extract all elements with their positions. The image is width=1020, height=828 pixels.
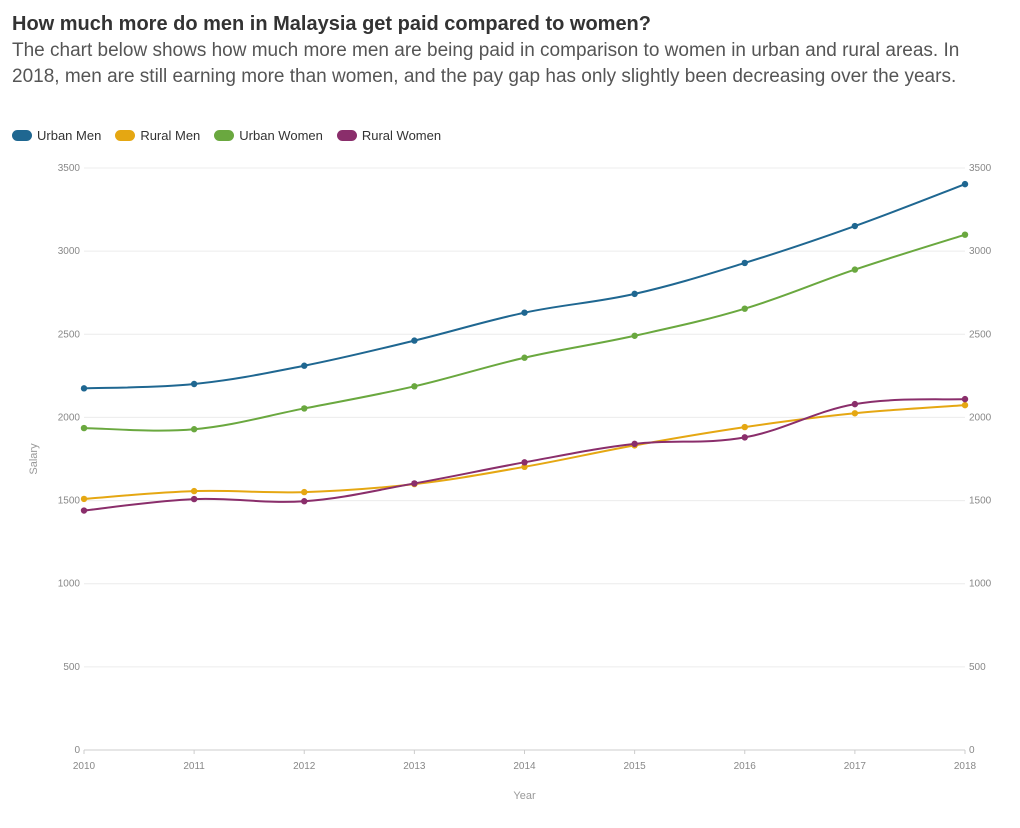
data-point-rural-men xyxy=(741,423,748,431)
data-point-urban-women xyxy=(411,383,418,390)
x-tick-label: 2015 xyxy=(624,761,647,772)
y-tick-label-left: 500 xyxy=(63,662,80,673)
chart-subtitle: The chart below shows how much more men … xyxy=(12,40,960,87)
data-point-urban-women xyxy=(631,332,638,339)
x-tick-label: 2013 xyxy=(403,761,426,772)
data-point-urban-women xyxy=(80,424,88,432)
data-point-rural-women xyxy=(521,459,528,466)
data-point-urban-women xyxy=(301,405,308,412)
data-point-rural-men xyxy=(190,487,198,495)
data-point-urban-women xyxy=(851,266,859,273)
data-point-rural-women xyxy=(631,440,638,448)
data-point-urban-men xyxy=(631,290,638,298)
legend-swatch xyxy=(115,130,136,141)
legend-label: Rural Women xyxy=(361,128,442,143)
y-tick-label-right: 2500 xyxy=(969,329,992,340)
legend-swatch xyxy=(12,130,32,141)
series-line-urban-women xyxy=(83,233,966,432)
y-axis-label: Salary xyxy=(28,443,40,475)
data-point-urban-men xyxy=(190,380,198,388)
x-tick-label: 2018 xyxy=(954,761,977,772)
data-point-urban-men xyxy=(411,337,418,344)
data-point-urban-women xyxy=(190,426,198,433)
x-tick-label: 2012 xyxy=(293,761,316,772)
x-tick-label: 2014 xyxy=(513,761,536,772)
chart-header: How much more do men in Malaysia get pai… xyxy=(12,12,1012,90)
y-tick-label-left: 3500 xyxy=(58,163,81,174)
legend-label: Urban Men xyxy=(37,128,102,143)
legend-item-rural-men[interactable]: Rural Men xyxy=(115,128,200,143)
y-tick-label-right: 0 xyxy=(969,745,975,756)
y-tick-label-right: 3500 xyxy=(969,163,992,174)
y-tick-label-right: 500 xyxy=(969,662,986,673)
legend-swatch xyxy=(336,130,357,141)
data-point-rural-women xyxy=(190,495,198,503)
x-tick-label: 2011 xyxy=(183,761,205,772)
y-tick-label-left: 2000 xyxy=(58,412,81,423)
y-tick-label-left: 2500 xyxy=(58,329,81,340)
legend-swatch xyxy=(214,130,235,141)
x-tick-label: 2010 xyxy=(73,761,96,772)
data-point-rural-women xyxy=(301,498,308,505)
data-point-urban-men xyxy=(741,259,748,267)
legend-label: Urban Women xyxy=(239,128,323,143)
data-point-urban-men xyxy=(301,362,308,369)
y-tick-label-right: 2000 xyxy=(969,412,992,423)
data-point-rural-men xyxy=(301,488,308,496)
y-tick-label-right: 3000 xyxy=(969,246,992,257)
legend-item-urban-women[interactable]: Urban Women xyxy=(214,128,323,143)
legend-item-rural-women[interactable]: Rural Women xyxy=(336,128,442,143)
data-point-rural-men xyxy=(961,401,969,409)
data-point-urban-women xyxy=(961,231,969,238)
data-point-urban-men xyxy=(851,222,859,230)
series-line-rural-men xyxy=(83,404,966,500)
x-axis-label: Year xyxy=(513,790,536,802)
data-point-urban-women xyxy=(521,354,528,361)
data-point-rural-women xyxy=(851,400,859,408)
chart-title: How much more do men in Malaysia get pai… xyxy=(12,13,651,35)
data-point-rural-men xyxy=(851,410,859,417)
y-tick-label-left: 1000 xyxy=(58,579,81,590)
data-point-rural-women xyxy=(80,507,88,514)
data-point-rural-women xyxy=(411,480,418,487)
data-point-rural-women xyxy=(961,395,969,403)
y-tick-label-right: 1500 xyxy=(969,496,992,507)
data-point-rural-men xyxy=(80,495,88,503)
y-tick-label-right: 1000 xyxy=(969,579,992,590)
data-point-urban-women xyxy=(741,305,748,312)
legend: Urban Men Rural Men Urban Women Rural Women xyxy=(12,128,455,143)
x-tick-label: 2017 xyxy=(844,761,867,772)
data-point-urban-men xyxy=(961,180,969,188)
data-point-urban-men xyxy=(80,385,88,392)
data-point-rural-men xyxy=(521,463,528,471)
data-point-urban-men xyxy=(521,309,528,316)
y-tick-label-left: 0 xyxy=(74,745,80,756)
x-tick-label: 2016 xyxy=(734,761,757,772)
legend-item-urban-men[interactable]: Urban Men xyxy=(12,128,101,143)
data-point-rural-women xyxy=(741,434,748,441)
y-tick-label-left: 3000 xyxy=(58,246,81,257)
legend-label: Rural Men xyxy=(140,128,201,143)
y-tick-label-left: 1500 xyxy=(58,496,81,507)
